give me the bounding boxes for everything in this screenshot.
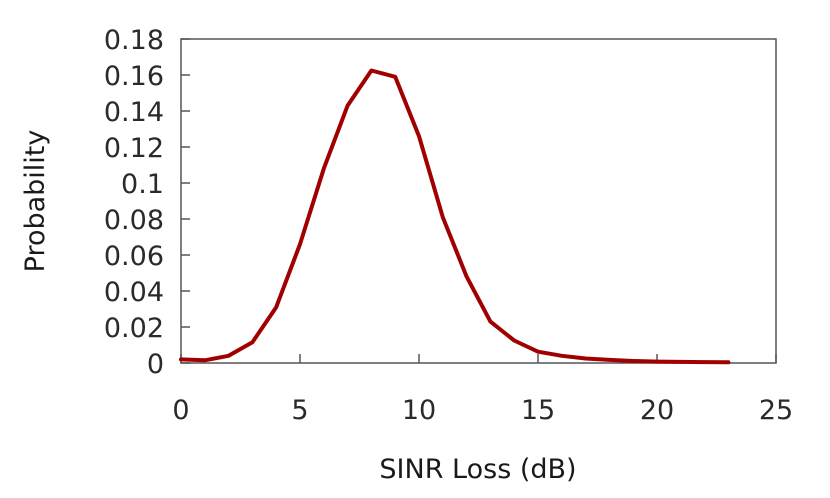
y-tick-label: 0.02 (104, 313, 164, 344)
x-tick-label: 20 (640, 395, 674, 426)
y-tick-label: 0.06 (104, 241, 164, 272)
y-tick-label: 0.04 (104, 277, 164, 308)
y-tick-label: 0.08 (104, 205, 164, 236)
y-tick-label: 0 (147, 349, 164, 380)
x-tick-label: 5 (291, 395, 308, 426)
x-axis-label: SINR Loss (dB) (379, 454, 576, 485)
y-tick-label: 0.16 (104, 61, 164, 92)
y-tick-label: 0.18 (104, 25, 164, 56)
y-tick-label: 0.1 (121, 169, 164, 200)
x-tick-label: 15 (521, 395, 555, 426)
x-tick-label: 0 (172, 395, 189, 426)
y-tick-label: 0.14 (104, 97, 164, 128)
y-axis-label: Probability (20, 130, 51, 273)
plot-frame (180, 38, 777, 364)
x-tick-label: 10 (402, 395, 436, 426)
y-tick-label: 0.12 (104, 133, 164, 164)
x-tick-label: 25 (759, 395, 793, 426)
series-line (179, 68, 731, 365)
